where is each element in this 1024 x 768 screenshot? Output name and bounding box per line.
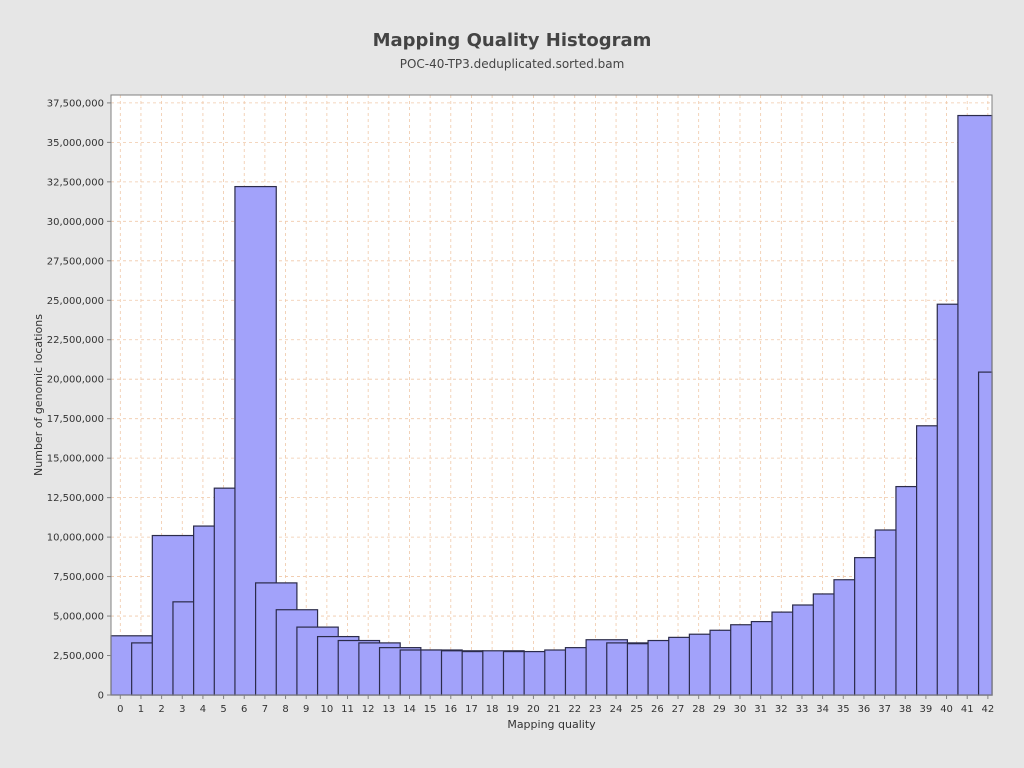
x-tick-label: 19 [506, 704, 519, 715]
x-tick-label: 15 [424, 704, 437, 715]
y-tick-label: 20,000,000 [47, 375, 104, 386]
x-tick-label: 33 [796, 704, 809, 715]
x-tick-label: 11 [341, 704, 354, 715]
x-tick-label: 21 [548, 704, 561, 715]
x-tick-label: 7 [262, 704, 268, 715]
x-tick-label: 38 [899, 704, 912, 715]
x-tick-label: 23 [589, 704, 602, 715]
chart-title: Mapping Quality Histogram [372, 30, 652, 51]
x-tick-label: 30 [734, 704, 747, 715]
x-tick-label: 26 [651, 704, 664, 715]
x-tick-label: 29 [713, 704, 726, 715]
y-tick-label: 0 [98, 691, 104, 702]
x-tick-label: 27 [672, 704, 685, 715]
x-tick-label: 1 [138, 704, 144, 715]
y-tick-label: 30,000,000 [47, 217, 104, 228]
x-tick-label: 14 [403, 704, 416, 715]
x-tick-label: 28 [692, 704, 705, 715]
x-tick-label: 37 [878, 704, 891, 715]
x-tick-label: 31 [754, 704, 767, 715]
y-tick-label: 12,500,000 [47, 493, 104, 504]
y-axis-title: Number of genomic locations [32, 314, 45, 476]
x-tick-label: 2 [158, 704, 164, 715]
x-tick-label: 9 [303, 704, 309, 715]
x-tick-label: 8 [282, 704, 288, 715]
y-tick-label: 32,500,000 [47, 177, 104, 188]
x-tick-label: 12 [362, 704, 375, 715]
x-tick-label: 16 [444, 704, 457, 715]
x-tick-label: 4 [200, 704, 206, 715]
x-tick-label: 41 [961, 704, 974, 715]
y-tick-label: 25,000,000 [47, 296, 104, 307]
x-tick-label: 3 [179, 704, 185, 715]
x-tick-label: 39 [920, 704, 933, 715]
y-tick-label: 10,000,000 [47, 533, 104, 544]
x-tick-label: 17 [465, 704, 478, 715]
x-tick-label: 22 [568, 704, 581, 715]
y-tick-label: 5,000,000 [53, 612, 104, 623]
x-tick-label: 40 [940, 704, 953, 715]
x-tick-label: 13 [382, 704, 395, 715]
y-tick-label: 2,500,000 [53, 651, 104, 662]
x-tick-label: 20 [527, 704, 540, 715]
x-tick-label: 5 [220, 704, 226, 715]
y-tick-label: 22,500,000 [47, 335, 104, 346]
y-tick-label: 15,000,000 [47, 454, 104, 465]
x-tick-label: 42 [982, 704, 995, 715]
x-tick-label: 6 [241, 704, 247, 715]
x-tick-label: 0 [117, 704, 123, 715]
x-tick-label: 35 [837, 704, 850, 715]
x-tick-label: 32 [775, 704, 788, 715]
x-tick-label: 34 [816, 704, 829, 715]
x-tick-label: 24 [610, 704, 623, 715]
x-tick-label: 18 [486, 704, 499, 715]
x-axis-title: Mapping quality [507, 718, 596, 731]
y-tick-label: 7,500,000 [53, 572, 104, 583]
x-tick-label: 36 [858, 704, 871, 715]
y-tick-label: 37,500,000 [47, 98, 104, 109]
y-tick-label: 17,500,000 [47, 414, 104, 425]
chart-subtitle: POC-40-TP3.deduplicated.sorted.bam [399, 57, 625, 71]
plot-border [110, 94, 993, 696]
bar-mq-42 [977, 371, 993, 696]
y-tick-label: 27,500,000 [47, 256, 104, 267]
x-tick-label: 10 [320, 704, 333, 715]
y-tick-label: 35,000,000 [47, 138, 104, 149]
x-tick-label: 25 [630, 704, 643, 715]
